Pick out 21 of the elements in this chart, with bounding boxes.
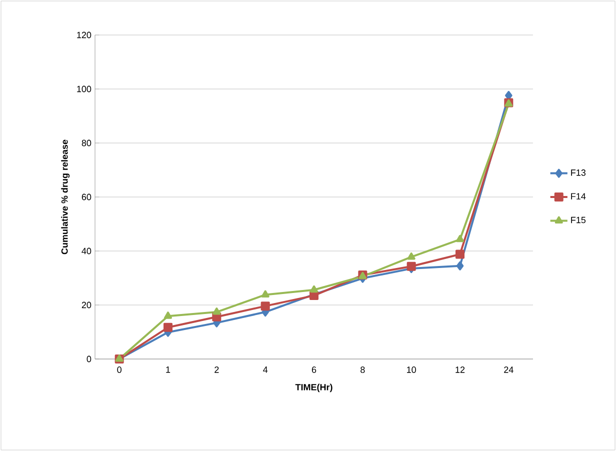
- y-tick-label: 0: [86, 356, 92, 362]
- x-tick-label: 1: [166, 366, 170, 373]
- legend-label: F14: [571, 193, 586, 200]
- x-tick-label: 24: [504, 366, 514, 373]
- legend-label: F13: [571, 169, 586, 176]
- y-axis-title: Cumulative % drug release: [61, 140, 70, 254]
- x-tick-label: 8: [360, 366, 365, 373]
- x-tick-label: 10: [407, 366, 416, 373]
- y-tick-label: 40: [82, 248, 92, 254]
- y-tick-label: 20: [82, 302, 92, 308]
- x-tick-label: 12: [456, 366, 465, 373]
- y-tick-label: 80: [82, 140, 92, 146]
- x-tick-label: 0: [117, 366, 122, 373]
- x-tick-label: 6: [312, 366, 316, 373]
- x-axis-title: TIME(Hr): [295, 384, 332, 392]
- legend-label: F15: [571, 216, 586, 224]
- y-tick-label: 60: [82, 194, 92, 200]
- x-tick-label: 2: [214, 366, 219, 373]
- y-tick-label: 120: [77, 32, 92, 38]
- x-tick-label: 4: [263, 366, 268, 373]
- y-tick-label: 100: [77, 86, 92, 92]
